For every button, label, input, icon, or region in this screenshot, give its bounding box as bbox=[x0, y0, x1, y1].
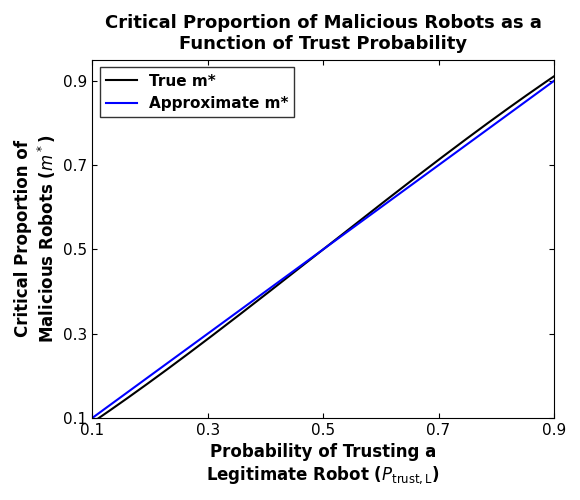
Approximate m* bbox=[113, 398, 119, 404]
Approximate m* bbox=[301, 260, 308, 266]
Y-axis label: Critical Proportion of
Malicious Robots ($m^*$): Critical Proportion of Malicious Robots … bbox=[14, 134, 57, 343]
Approximate m* bbox=[537, 88, 544, 94]
X-axis label: Probability of Trusting a
Legitimate Robot ($\mathit{P}_{\mathrm{trust,L}}$): Probability of Trusting a Legitimate Rob… bbox=[206, 444, 440, 486]
True m* bbox=[550, 74, 557, 80]
Approximate m* bbox=[537, 88, 544, 94]
True m* bbox=[89, 420, 96, 426]
True m* bbox=[113, 404, 119, 409]
Title: Critical Proportion of Malicious Robots as a
Function of Trust Probability: Critical Proportion of Malicious Robots … bbox=[105, 14, 542, 52]
True m* bbox=[537, 82, 544, 88]
True m* bbox=[452, 144, 459, 150]
Legend: True m*, Approximate m*: True m*, Approximate m* bbox=[100, 68, 295, 117]
True m* bbox=[313, 252, 320, 258]
True m* bbox=[301, 261, 308, 267]
True m* bbox=[537, 82, 544, 88]
Line: True m*: True m* bbox=[92, 76, 554, 422]
Approximate m* bbox=[89, 415, 96, 421]
Approximate m* bbox=[313, 251, 320, 257]
Approximate m* bbox=[452, 150, 459, 156]
Approximate m* bbox=[550, 78, 557, 84]
Line: Approximate m*: Approximate m* bbox=[92, 81, 554, 418]
